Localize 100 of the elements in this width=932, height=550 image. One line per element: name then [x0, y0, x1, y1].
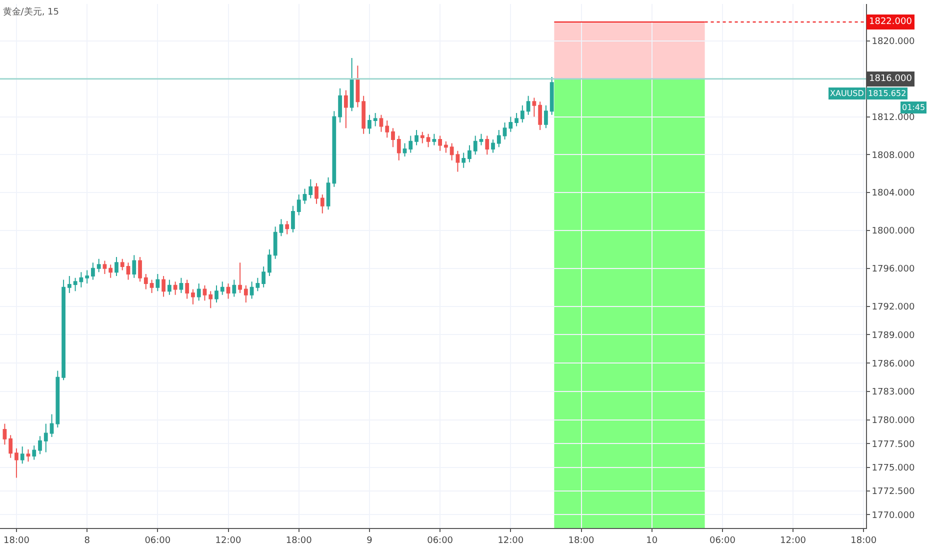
candlestick	[138, 256, 142, 282]
candlestick	[196, 283, 201, 302]
candlestick	[256, 277, 260, 292]
candlestick	[202, 284, 207, 302]
y-tick-label: 1820.000	[872, 37, 916, 48]
candlestick	[244, 284, 248, 303]
candlestick	[14, 448, 18, 478]
x-tick-label: 8	[84, 536, 90, 546]
candlestick	[532, 97, 536, 118]
candlestick	[314, 182, 318, 204]
candlestick	[120, 258, 124, 271]
candlestick	[408, 135, 413, 154]
candlestick	[91, 262, 95, 280]
candlestick	[438, 135, 442, 152]
candlestick	[426, 133, 430, 148]
y-tick-label: 1808.000	[872, 150, 916, 161]
candlestick	[544, 104, 548, 129]
candlestick	[502, 122, 507, 140]
candlestick	[38, 436, 42, 455]
y-tick-label: 1796.000	[872, 264, 916, 275]
annotation: XAUUSD	[830, 89, 864, 98]
x-tick-label: 18:00	[850, 536, 877, 546]
y-tick-label: 1812.000	[872, 112, 916, 123]
candlestick	[296, 194, 301, 216]
candlestick	[185, 279, 190, 300]
candlestick	[102, 260, 107, 275]
x-tick-label: 9	[366, 536, 373, 546]
candlestick	[44, 423, 48, 453]
y-tick-label: 1789.000	[872, 330, 916, 341]
x-tick-label: 18:00	[4, 536, 30, 546]
candlestick	[85, 270, 90, 284]
candlestick	[144, 274, 148, 290]
candlestick	[220, 281, 224, 296]
candlestick	[8, 434, 13, 458]
candlestick	[150, 279, 154, 294]
text: 01:45	[902, 103, 926, 112]
candlestick	[262, 266, 266, 288]
candlestick	[114, 256, 118, 276]
candlestick	[96, 258, 101, 273]
candlestick	[444, 140, 448, 154]
candlestick	[344, 90, 348, 129]
candlestick	[396, 135, 401, 161]
candlestick	[2, 423, 7, 446]
candlestick	[162, 275, 166, 298]
y-tick-label: 1804.000	[872, 188, 916, 199]
x-tick-label: 12:00	[215, 536, 242, 546]
candlestick	[350, 58, 354, 112]
candlestick	[473, 135, 478, 156]
candlestick	[373, 112, 378, 127]
y-tick-label: 1783.000	[872, 388, 916, 398]
x-tick-label: 12:00	[780, 536, 806, 546]
candlestick	[173, 281, 178, 296]
chart-title: 黄金/美元, 15	[2, 6, 60, 18]
y-tick-label: 1777.500	[872, 440, 916, 450]
candlestick	[538, 101, 542, 131]
candlestick	[62, 279, 66, 381]
x-tick-label: 06:00	[427, 536, 454, 546]
candlestick	[420, 131, 424, 144]
candlestick	[250, 281, 254, 300]
candlestick	[268, 248, 272, 276]
candlestick	[191, 288, 195, 305]
candlestick	[308, 178, 313, 199]
candlestick	[302, 188, 307, 204]
candlestick	[285, 220, 290, 235]
candlestick	[279, 218, 284, 237]
candlestick	[179, 277, 184, 294]
candlestick	[414, 130, 418, 146]
candlestick	[468, 144, 472, 163]
candlestick	[326, 176, 330, 210]
candlestick	[450, 142, 454, 161]
candlestick	[32, 445, 36, 460]
candlestick	[385, 120, 390, 138]
candlestick	[456, 150, 460, 172]
candlestick	[508, 116, 513, 132]
candlestick	[479, 133, 484, 146]
y-tick-label: 1780.000	[872, 416, 916, 426]
candlestick	[291, 205, 295, 233]
candlestick	[208, 290, 213, 309]
candlestick	[73, 277, 78, 292]
candlestick	[167, 279, 172, 296]
y-tick-label: 1800.000	[872, 226, 916, 237]
candlestick	[402, 142, 407, 158]
x-tick-label: 12:00	[498, 536, 524, 546]
text: 1815.652	[868, 89, 906, 98]
x-tick-label: 10	[646, 536, 658, 546]
candlestick	[67, 275, 72, 294]
candlestick	[356, 65, 360, 108]
candlestick	[432, 133, 436, 146]
candlestick	[232, 279, 236, 298]
x-tick-label: 18:00	[286, 536, 312, 546]
ref-line-label: 1822.000	[869, 17, 912, 27]
y-tick-label: 1772.500	[872, 487, 916, 498]
x-tick-label: 06:00	[144, 536, 171, 546]
candlestick	[56, 370, 60, 428]
candlestick	[514, 112, 518, 127]
candlestick	[491, 139, 495, 154]
candlestick	[214, 284, 218, 303]
x-tick-label: 06:00	[709, 536, 736, 546]
y-tick-label: 1792.000	[872, 302, 916, 312]
candlestick	[362, 95, 366, 134]
